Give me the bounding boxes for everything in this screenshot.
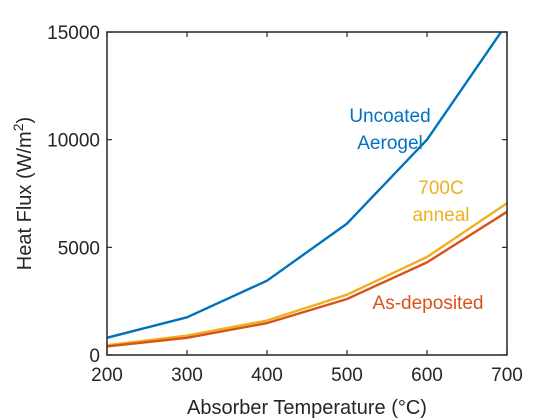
y-axis-label-superscript: 2 (10, 123, 26, 131)
axes-box (106, 31, 508, 356)
x-axis-label: Absorber Temperature (°C) (187, 397, 427, 419)
as-deposited-line (107, 210, 507, 348)
y-axis-label-close: ) (14, 117, 36, 124)
x-tick-label: 200 (91, 365, 123, 386)
axes (106, 31, 508, 356)
anneal-700c-line (107, 202, 507, 347)
series-lines (107, 32, 507, 348)
x-tick-label: 500 (331, 365, 363, 386)
tick-labels: 200 300 400 500 600 700 0 5000 10000 15000 (47, 23, 523, 386)
plot-background (107, 32, 507, 355)
x-tick-label: 300 (171, 365, 203, 386)
uncoated-aerogel-label-line1: Uncoated (349, 106, 430, 127)
y-tick-label: 5000 (58, 238, 100, 259)
y-tick-label: 15000 (47, 23, 100, 44)
x-tick-label: 700 (491, 365, 523, 386)
y-axis-label: Heat Flux (W/m2) (10, 117, 36, 270)
anneal-700c-label-line2: anneal (412, 205, 469, 226)
x-tick-label: 600 (411, 365, 443, 386)
y-tick-label: 10000 (47, 131, 100, 152)
uncoated-aerogel-label-line2: Aerogel (357, 133, 423, 154)
anneal-700c-label-line1: 700C (418, 178, 463, 199)
series-labels: Uncoated Aerogel 700C anneal As-deposited (349, 106, 483, 314)
plot-area (107, 32, 507, 355)
uncoated-aerogel-line (107, 32, 503, 339)
y-tick-label: 0 (89, 346, 100, 367)
as-deposited-label: As-deposited (373, 293, 484, 314)
x-tick-label: 400 (251, 365, 283, 386)
y-axis-label-main: Heat Flux (W/m (14, 131, 36, 270)
